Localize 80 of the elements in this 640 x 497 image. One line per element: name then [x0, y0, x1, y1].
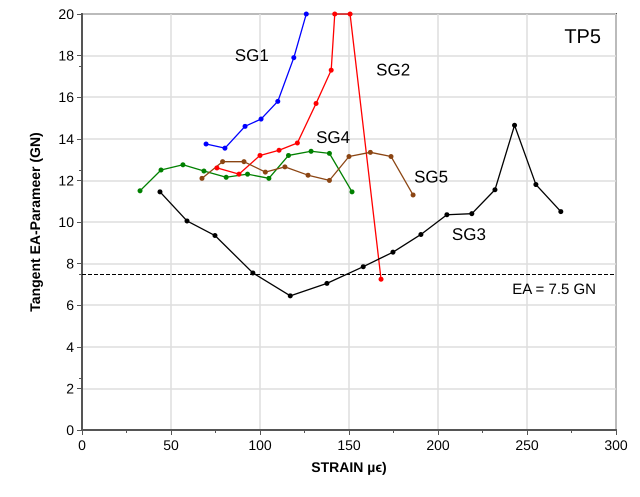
point [282, 164, 288, 170]
y-tick-label: 0 [66, 422, 74, 438]
point [324, 280, 330, 286]
point [348, 12, 353, 16]
point [245, 172, 250, 177]
point [326, 178, 332, 183]
x-tick-label: 200 [426, 437, 450, 453]
y-axis-title: Tangent EA-Parameer (GN) [27, 132, 43, 312]
x-tick-label: 300 [604, 437, 628, 453]
x-tick-label: 100 [248, 437, 272, 453]
y-tick-label: 14 [58, 130, 74, 147]
point [242, 124, 248, 129]
point [184, 218, 190, 224]
point [222, 146, 228, 151]
point [558, 209, 564, 214]
point [288, 293, 293, 298]
y-tick-label: 8 [66, 256, 74, 272]
text: TP5 [564, 26, 602, 48]
point [258, 152, 262, 158]
point [350, 189, 355, 194]
y-tick-label: 10 [58, 214, 74, 230]
point [418, 232, 424, 237]
point [286, 152, 291, 158]
point [224, 174, 229, 180]
series-label: SG4 [316, 128, 350, 147]
y-tick-label: 18 [58, 48, 74, 64]
y-tick-label: 6 [66, 297, 74, 314]
point [276, 148, 282, 153]
x-tick-label: 150 [337, 437, 361, 453]
series-label: SG5 [414, 167, 448, 186]
point [266, 176, 272, 181]
point [158, 168, 164, 172]
point [390, 250, 396, 255]
y-tick-label: 4 [66, 338, 74, 355]
point [199, 176, 204, 181]
y-tick-label: 12 [58, 172, 74, 188]
point [346, 154, 352, 159]
point [360, 264, 366, 270]
x-tick-label: 50 [163, 437, 179, 453]
point [512, 122, 518, 128]
point [314, 100, 319, 106]
point [241, 159, 246, 164]
ref-line-label: EA = 7.5 GN [512, 281, 596, 298]
point [291, 55, 296, 60]
point [212, 233, 218, 238]
point [138, 188, 143, 194]
series-label: SG3 [452, 225, 486, 244]
point [328, 68, 334, 73]
point [258, 116, 264, 122]
y-tick-label: 2 [66, 380, 74, 396]
point [204, 142, 209, 146]
point [378, 276, 384, 282]
point [201, 168, 206, 174]
point [388, 154, 394, 159]
y-tick-label: 16 [58, 89, 74, 106]
point [306, 172, 311, 178]
point [469, 211, 474, 216]
point [326, 150, 332, 156]
point [444, 212, 450, 218]
point [533, 182, 538, 188]
point [275, 98, 280, 104]
point [294, 140, 300, 146]
series-label: SG2 [376, 60, 410, 80]
x-tick-label: 0 [78, 437, 86, 453]
point [308, 148, 314, 154]
point [262, 170, 268, 175]
point [368, 150, 373, 155]
x-axis-title: STRAIN µϵ) [311, 459, 387, 475]
point [236, 172, 242, 177]
point [157, 189, 162, 194]
point [304, 12, 309, 16]
point [180, 162, 186, 168]
point [492, 187, 498, 192]
point [332, 12, 338, 16]
point [214, 165, 220, 170]
series-label: SG1 [234, 46, 269, 66]
point [410, 192, 416, 198]
point [220, 159, 226, 164]
y-tick-label: 20 [58, 6, 74, 22]
x-tick-label: 250 [515, 437, 539, 453]
